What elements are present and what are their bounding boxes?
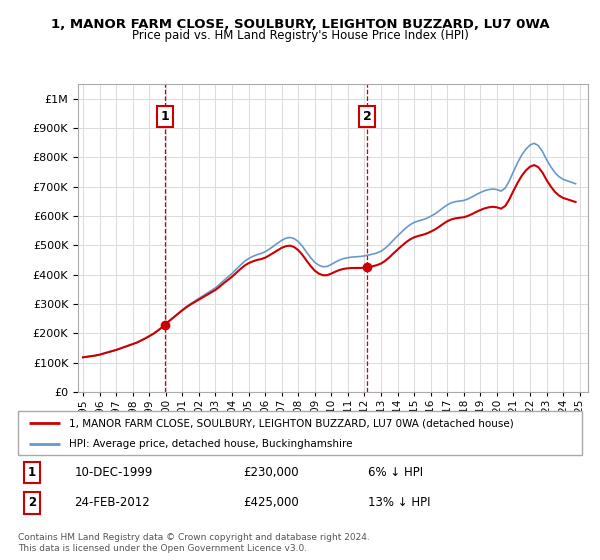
Text: 2: 2 [28,496,36,510]
Text: £230,000: £230,000 [244,466,299,479]
Text: 1, MANOR FARM CLOSE, SOULBURY, LEIGHTON BUZZARD, LU7 0WA: 1, MANOR FARM CLOSE, SOULBURY, LEIGHTON … [50,18,550,31]
Text: 1: 1 [28,466,36,479]
Text: 10-DEC-1999: 10-DEC-1999 [74,466,153,479]
Text: 1, MANOR FARM CLOSE, SOULBURY, LEIGHTON BUZZARD, LU7 0WA (detached house): 1, MANOR FARM CLOSE, SOULBURY, LEIGHTON … [69,418,514,428]
Text: 6% ↓ HPI: 6% ↓ HPI [368,466,423,479]
Text: HPI: Average price, detached house, Buckinghamshire: HPI: Average price, detached house, Buck… [69,439,352,449]
Text: 24-FEB-2012: 24-FEB-2012 [74,496,150,510]
Text: £425,000: £425,000 [244,496,299,510]
FancyBboxPatch shape [18,411,582,455]
Text: 1: 1 [161,110,169,123]
Text: 13% ↓ HPI: 13% ↓ HPI [368,496,430,510]
Text: 2: 2 [362,110,371,123]
Text: Price paid vs. HM Land Registry's House Price Index (HPI): Price paid vs. HM Land Registry's House … [131,29,469,42]
Text: Contains HM Land Registry data © Crown copyright and database right 2024.
This d: Contains HM Land Registry data © Crown c… [18,533,370,553]
